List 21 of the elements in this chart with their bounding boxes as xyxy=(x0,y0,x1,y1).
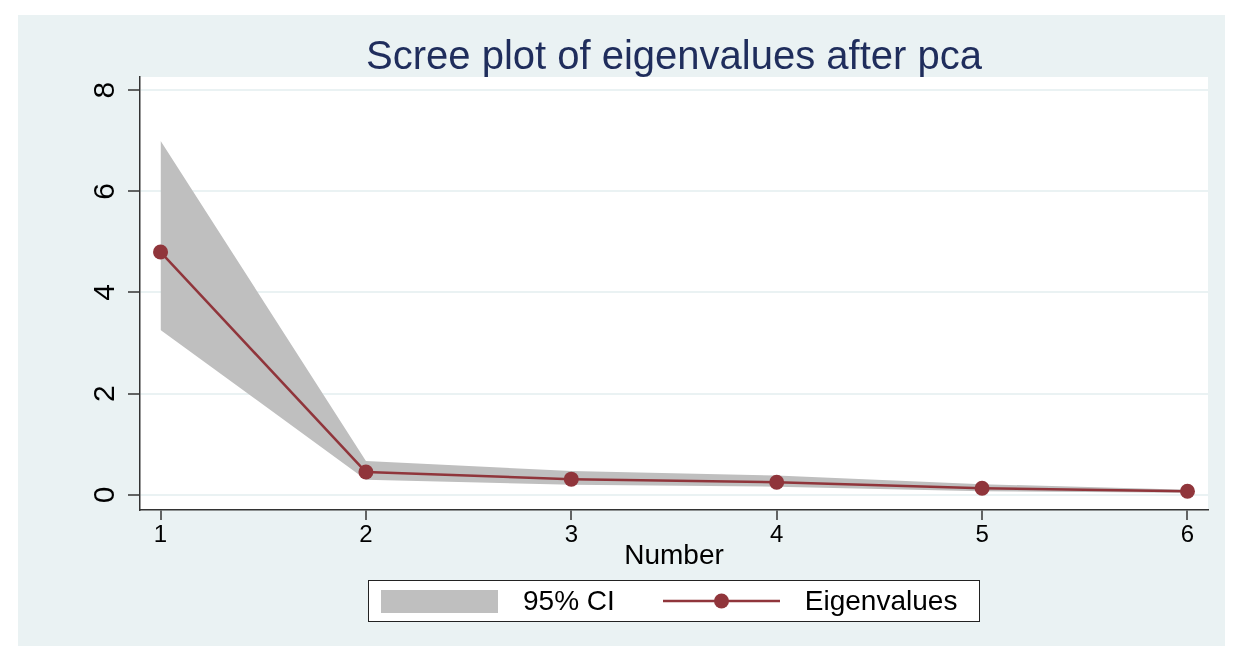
chart-title: Scree plot of eigenvalues after pca xyxy=(365,33,983,77)
x-tick-label: 2 xyxy=(359,519,373,547)
x-axis-title: Number xyxy=(624,538,724,570)
x-tick-label: 1 xyxy=(153,519,168,547)
y-tick-label: 6 xyxy=(86,182,120,200)
x-tick-label: 4 xyxy=(770,519,784,547)
y-tick-label: 2 xyxy=(86,385,120,402)
point xyxy=(974,480,990,496)
y-tick-label: 8 xyxy=(86,81,120,99)
x-tick-label: 6 xyxy=(1180,519,1195,547)
point xyxy=(769,474,785,490)
y-tick-label: 4 xyxy=(86,284,120,301)
x-tick-label: 5 xyxy=(975,519,989,547)
point xyxy=(563,471,579,487)
legend-label: Eigenvalues xyxy=(804,585,958,616)
text: 95% CI xyxy=(523,585,615,616)
y-tick-label: 0 xyxy=(86,486,120,504)
x-tick-label: 3 xyxy=(564,519,578,547)
point xyxy=(153,244,169,260)
point xyxy=(1179,483,1195,499)
point xyxy=(358,464,374,480)
